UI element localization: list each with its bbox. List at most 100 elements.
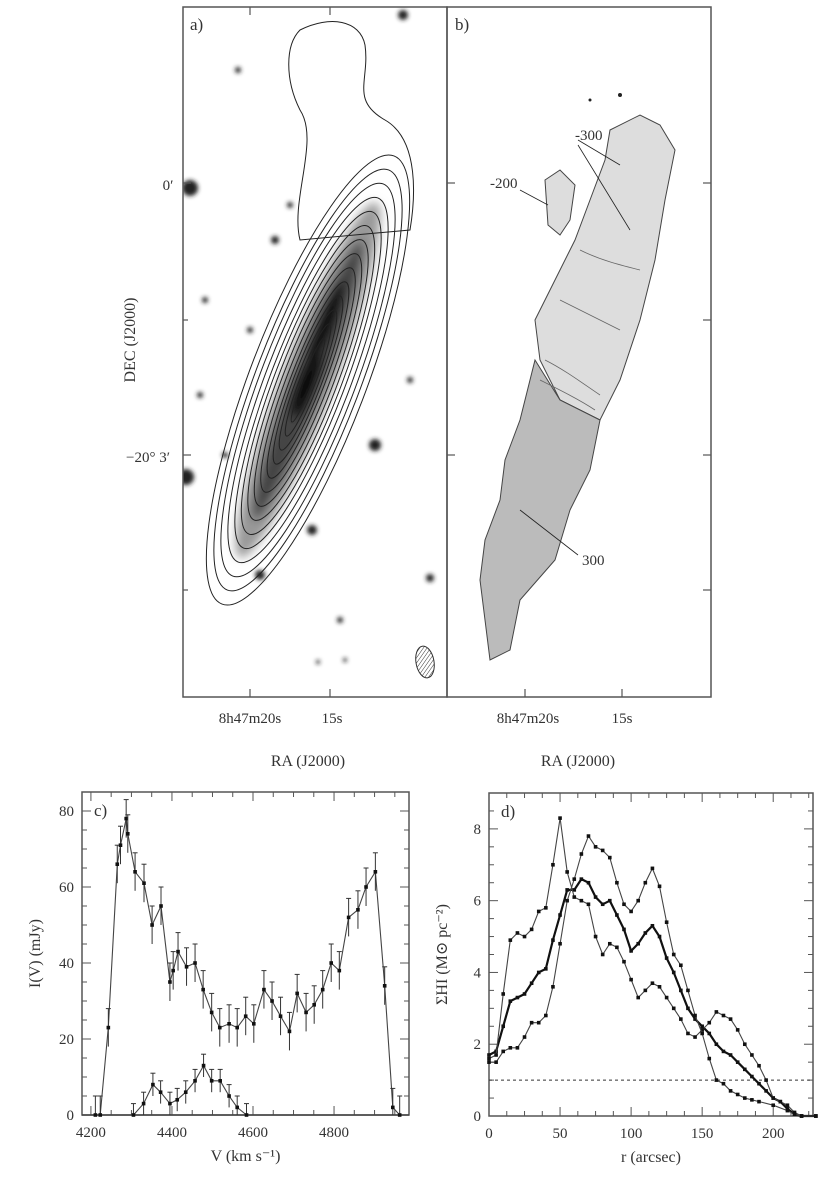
chart-c: 4200 4400 4600 4800 0 20 40 60 80 V (km s⁻¹) I(V) … [27, 791, 410, 1165]
y-tick-label: 20 [59, 1032, 74, 1048]
data-point [700, 1024, 704, 1029]
data-point [329, 961, 334, 965]
x-tick-label: 4200 [76, 1125, 106, 1141]
data-point [397, 1113, 402, 1117]
data-point [337, 968, 342, 973]
data-point [131, 1113, 136, 1117]
data-point [494, 1053, 498, 1057]
galaxy-optical [235, 202, 381, 558]
data-point [515, 1046, 520, 1050]
data-point [183, 1090, 188, 1094]
series-line-3 [489, 834, 816, 1117]
data-point [544, 967, 548, 971]
ra-tick-a-15s: 15s [322, 711, 343, 727]
hi-extension-contour [288, 21, 415, 241]
data-point [209, 1079, 214, 1083]
data-point [693, 1017, 697, 1021]
data-point [201, 987, 205, 992]
data-point [125, 832, 130, 836]
data-point [671, 952, 676, 957]
x-tick-label: 150 [691, 1126, 714, 1142]
data-point [141, 1101, 146, 1106]
data-point [629, 949, 633, 953]
data-point [686, 1006, 690, 1011]
data-point [565, 870, 569, 874]
data-point [764, 1078, 768, 1082]
data-point [544, 1013, 548, 1018]
data-point [622, 927, 626, 932]
chart-d: 0 50 100 150 200 0 2 4 6 8 r (arcsec) ΣHI (M⊙ pc⁻²)… [434, 792, 818, 1166]
data-point [657, 934, 662, 939]
data-point [579, 877, 584, 881]
ra-axis-label-b: RA (J2000) [541, 753, 615, 770]
data-point [558, 816, 562, 820]
data-point [487, 1060, 491, 1064]
data-point [586, 880, 591, 885]
data-point [721, 1081, 726, 1086]
data-point [487, 1053, 491, 1057]
panel-b-image [479, 93, 676, 661]
panel-label: d) [501, 802, 515, 821]
data-point [728, 1017, 733, 1021]
velocity-field-approaching [534, 114, 676, 421]
data-point [536, 970, 541, 975]
data-point [151, 1082, 155, 1087]
data-point [742, 1042, 747, 1047]
data-point [93, 1113, 98, 1117]
data-point [106, 1025, 111, 1030]
data-point [572, 877, 577, 881]
data-point [193, 961, 197, 965]
x-axis-label: V (km s⁻¹) [211, 1148, 281, 1165]
data-point [579, 852, 584, 856]
data-point [693, 1035, 697, 1039]
data-point [364, 885, 368, 889]
data-point [650, 923, 655, 928]
data-point [168, 1101, 172, 1106]
data-point [304, 1010, 308, 1015]
data-point [700, 1031, 704, 1036]
data-point [184, 965, 189, 969]
data-point [785, 1103, 790, 1108]
data-point [501, 992, 506, 996]
data-point [501, 1024, 506, 1029]
data-point [270, 999, 274, 1003]
y-tick-label: 60 [59, 880, 74, 896]
data-point [565, 898, 569, 903]
data-point [252, 1022, 256, 1026]
data-point [142, 881, 146, 885]
data-point [536, 909, 541, 914]
panel-a-label: a) [190, 15, 203, 34]
data-point [356, 908, 360, 912]
panel-a-image [183, 7, 447, 697]
data-point [686, 988, 690, 993]
data-point [529, 981, 534, 986]
data-point [158, 1090, 163, 1094]
y-tick-label: 8 [474, 822, 482, 838]
data-point [508, 938, 513, 942]
data-point [193, 1079, 197, 1083]
data-point [664, 995, 669, 1000]
x-tick-label: 100 [620, 1126, 643, 1142]
data-point [320, 987, 325, 992]
data-point [735, 1028, 740, 1032]
data-point [558, 913, 562, 917]
data-point [714, 1078, 719, 1082]
dec-axis-label: DEC (J2000) [122, 298, 139, 383]
data-point [536, 1020, 541, 1025]
data-point [515, 931, 520, 935]
data-point [679, 988, 683, 993]
data-point [636, 898, 641, 903]
data-point [679, 1017, 683, 1021]
data-point [643, 931, 648, 935]
data-point [586, 902, 591, 907]
data-point [600, 848, 605, 853]
stars [183, 10, 434, 664]
data-point [218, 1079, 222, 1083]
data-point [750, 1053, 754, 1057]
data-point [629, 909, 633, 914]
data-point [607, 898, 612, 903]
data-point [615, 880, 619, 885]
top-ticks [183, 7, 711, 697]
data-point [593, 845, 598, 849]
